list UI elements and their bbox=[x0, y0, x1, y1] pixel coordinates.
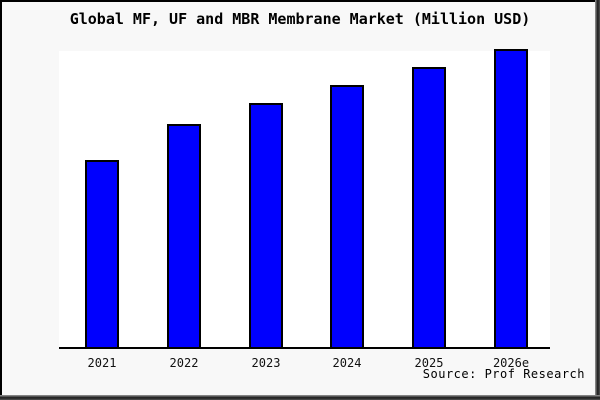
x-tick-2026e: 2026e bbox=[492, 356, 530, 370]
bar-2025 bbox=[412, 67, 446, 347]
chart-title: Global MF, UF and MBR Membrane Market (M… bbox=[69, 10, 531, 28]
x-axis-tick-labels: 2021 2022 2023 2024 2025 2026e bbox=[59, 356, 550, 370]
bar-2026e bbox=[494, 49, 528, 347]
x-tick-2023: 2023 bbox=[251, 356, 281, 370]
x-tick-2024: 2024 bbox=[332, 356, 362, 370]
bar-2024 bbox=[330, 85, 364, 347]
frame-border-top bbox=[0, 0, 600, 2]
frame-shadow-bottom bbox=[0, 395, 600, 400]
x-tick-2025: 2025 bbox=[414, 356, 444, 370]
x-tick-2022: 2022 bbox=[169, 356, 199, 370]
bar-2021 bbox=[85, 160, 119, 347]
source-credit: Source: Prof Research bbox=[422, 367, 585, 381]
x-tick-2021: 2021 bbox=[87, 356, 117, 370]
bar-2022 bbox=[167, 124, 201, 347]
frame-border-left bbox=[0, 0, 2, 400]
plot-area bbox=[59, 49, 550, 349]
bar-2023 bbox=[249, 103, 283, 347]
frame-shadow-right bbox=[595, 0, 600, 400]
